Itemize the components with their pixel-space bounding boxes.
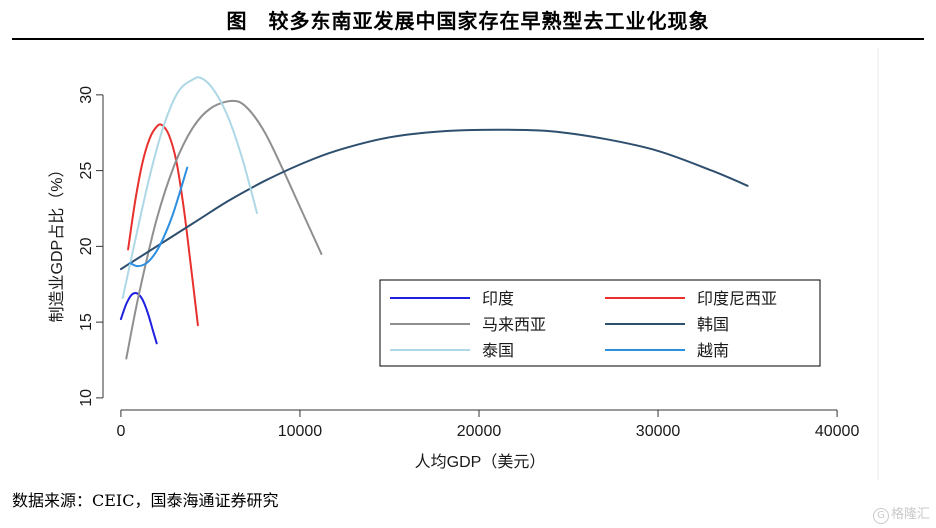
series-line-5 <box>128 166 189 268</box>
series-line-0 <box>119 292 158 345</box>
legend-label-3: 韩国 <box>697 315 729 334</box>
x-tick-label: 30000 <box>636 423 681 440</box>
legend-box <box>379 279 821 367</box>
legend-label-0: 印度 <box>482 289 514 308</box>
watermark-text: 格隆汇 <box>890 507 930 522</box>
y-tick-label: 15 <box>78 313 95 331</box>
y-tick-label: 25 <box>78 162 95 180</box>
watermark: G 格隆汇 <box>872 503 930 524</box>
series-line-2 <box>125 99 323 360</box>
series-line-4 <box>121 76 258 299</box>
y-tick-label: 10 <box>78 389 95 407</box>
chart: 10 15 20 25 30 0 10000 20000 30000 40000 印度 印度尼西亚马… <box>0 40 936 480</box>
title-divider <box>12 38 924 40</box>
axes: 10 15 20 25 30 0 10000 20000 30000 40000 <box>78 86 859 440</box>
series-lines <box>119 76 749 360</box>
data-source-note: 数据来源：CEIC，国泰海通证券研究 <box>12 491 279 510</box>
legend-label-2: 马来西亚 <box>482 315 546 334</box>
plot-area-background <box>0 40 936 480</box>
x-tick-label: 10000 <box>278 423 323 440</box>
y-axis-label: 制造业GDP占比（%） <box>48 162 66 323</box>
x-tick-label: 0 <box>116 423 125 440</box>
x-axis-label: 人均GDP（美元） <box>415 453 546 471</box>
x-tick-label: 40000 <box>815 423 860 440</box>
gelonghui-logo-icon: G <box>872 508 889 524</box>
y-tick-label: 30 <box>78 86 95 104</box>
series-line-1 <box>127 123 199 327</box>
legend-label-4: 泰国 <box>482 341 514 360</box>
y-tick-label: 20 <box>78 237 95 255</box>
page-title: 图 较多东南亚发展中国家存在早熟型去工业化现象 <box>226 9 710 33</box>
series-line-3 <box>119 128 749 271</box>
x-tick-label: 20000 <box>457 423 502 440</box>
legend-label-1: 印度尼西亚 <box>697 289 777 308</box>
legend-label-5: 越南 <box>697 341 729 360</box>
